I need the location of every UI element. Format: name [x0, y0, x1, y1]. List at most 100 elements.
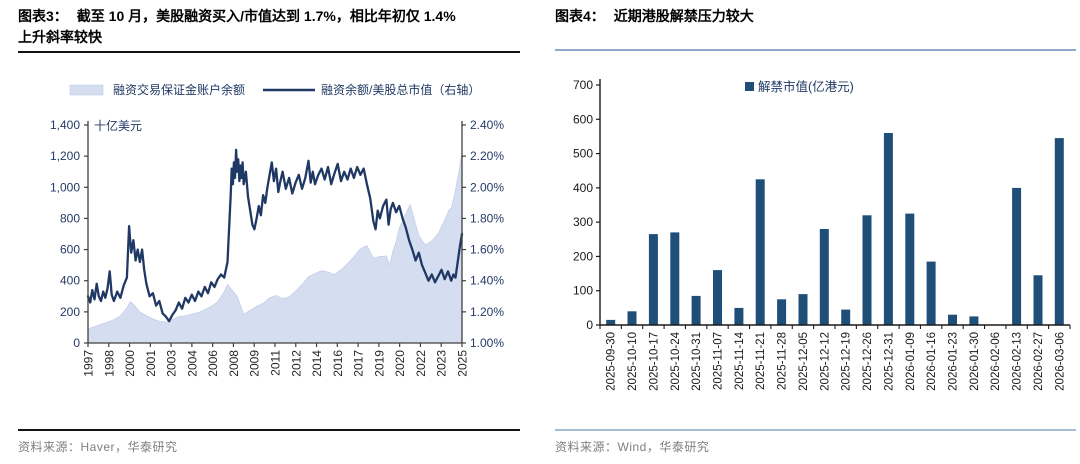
x-axis-date-label: 2025-10-10	[627, 332, 639, 391]
left-axis-tick-label: 0	[73, 336, 80, 350]
unlock-bar	[777, 299, 787, 325]
x-axis-date-label: 2025-11-14	[734, 331, 746, 390]
x-axis-year-label: 2011	[269, 350, 283, 376]
x-axis-date-label: 2025-11-07	[713, 332, 725, 390]
unlock-bar	[627, 311, 637, 325]
y-axis-tick-label: 500	[573, 147, 593, 161]
figure3-source-text: 资料来源：Haver，华泰研究	[18, 440, 178, 454]
x-axis-year-label: 2008	[227, 350, 241, 377]
unlock-bar	[713, 270, 722, 325]
x-axis-date-label: 2026-01-16	[926, 332, 938, 391]
unlock-bar	[606, 319, 616, 325]
figure3-title-line1: 截至 10 月，美股融资买入/市值达到 1.7%，相比年初仅 1.4%	[76, 8, 456, 24]
left-axis-tick-label: 1,400	[50, 118, 80, 132]
x-axis-year-label: 1998	[102, 350, 116, 377]
unlock-bar	[883, 133, 893, 325]
right-axis-tick-label: 1.00%	[470, 336, 504, 350]
left-axis-tick-label: 1,000	[50, 180, 80, 194]
right-axis-tick-label: 1.20%	[470, 305, 504, 319]
unlock-bar	[798, 294, 808, 325]
x-axis-date-label: 2026-02-13	[1012, 332, 1024, 391]
unlock-bar	[905, 213, 915, 325]
margin-area-line-chart: 0 200 400 600 800 1,000 1,200 1,400 1.00% 1.20% 1.…	[50, 82, 504, 377]
figure3-label: 图表3：	[18, 8, 68, 24]
unlock-bar	[1033, 275, 1043, 325]
x-axis-date-label: 2025-12-05	[798, 332, 810, 391]
left-axis-tick-label: 400	[60, 274, 80, 288]
unlock-bar	[670, 232, 680, 325]
unlock-bar-chart: 0 100 200 300 400 500 600 700 2025-09-30 2025-10-…	[573, 78, 1071, 391]
unlock-bar	[1054, 138, 1064, 325]
x-axis-year-label: 2022	[414, 350, 428, 377]
left-axis-tick-label: 600	[60, 243, 80, 257]
y-axis-tick-label: 700	[573, 78, 593, 92]
left-axis-tick-label: 1,200	[50, 149, 80, 163]
figure4-panel: 图表4： 近期港股解禁压力较大 0 100 200 300 400 500 600 700 202…	[555, 0, 1076, 464]
x-axis-year-label: 2025	[456, 350, 470, 377]
x-axis-year-label: 2016	[331, 350, 345, 377]
ratio-line	[86, 148, 464, 323]
figure3-title-line2: 上升斜率较快	[18, 29, 102, 45]
y-axis-tick-label: 0	[586, 318, 593, 332]
x-axis-date-label: 2025-12-31	[883, 332, 895, 391]
right-axis-tick-label: 2.40%	[470, 118, 504, 132]
unlock-bar	[969, 316, 979, 325]
right-axis-tick-label: 2.00%	[470, 180, 504, 194]
figure4-label: 图表4：	[555, 8, 605, 24]
x-axis-date-label: 2025-12-26	[862, 332, 874, 391]
y-axis-tick-label: 200	[573, 249, 593, 263]
x-axis-date-label: 2025-10-17	[648, 332, 660, 391]
unlock-bar	[691, 295, 701, 325]
margin-balance-area	[87, 151, 463, 344]
x-axis-year-label: 2006	[206, 350, 220, 377]
left-axis-unit-label: 十亿美元	[94, 118, 142, 133]
figure3-panel: 图表3： 截至 10 月，美股融资买入/市值达到 1.7%，相比年初仅 1.4% …	[18, 0, 520, 464]
x-axis-year-label: 2000	[123, 350, 137, 377]
unlock-bar	[926, 261, 936, 325]
x-axis-year-label: 2001	[144, 350, 158, 377]
x-axis-date-label: 2025-10-31	[691, 332, 703, 391]
y-axis-tick-label: 300	[573, 215, 593, 229]
x-axis-date-label: 2025-12-19	[841, 332, 853, 391]
figure4-title-text: 近期港股解禁压力较大	[613, 8, 754, 24]
x-axis-date-label: 2025-11-28	[777, 332, 789, 390]
unlock-bar	[862, 215, 872, 325]
unlock-bar	[755, 179, 765, 325]
right-axis-tick-label: 1.80%	[470, 211, 504, 225]
unlock-bar	[819, 229, 829, 325]
x-axis-date-label: 2025-12-12	[819, 332, 831, 391]
right-axis-tick-label: 2.20%	[470, 149, 504, 163]
x-axis-date-label: 2026-01-23	[948, 332, 960, 391]
legend-area-label: 融资交易保证金账户余额	[113, 82, 245, 97]
unlock-bar	[648, 234, 658, 325]
left-axis-tick-label: 800	[60, 211, 80, 225]
x-axis-date-label: 2026-02-27	[1033, 332, 1045, 391]
x-axis-year-label: 2003	[165, 350, 179, 377]
legend-line-label: 融资余额/美股总市值（右轴）	[321, 82, 480, 97]
right-axis-tick-label: 1.40%	[470, 274, 504, 288]
legend-area-swatch	[69, 84, 104, 96]
x-axis-year-label: 2020	[393, 350, 407, 377]
unlock-bar	[948, 314, 957, 325]
x-axis-year-label: 1997	[82, 350, 96, 377]
x-axis-date-label: 2026-02-06	[990, 332, 1002, 391]
left-axis-tick-label: 200	[60, 305, 80, 319]
y-axis-tick-label: 100	[573, 284, 593, 298]
figure4-source: 资料来源：Wind，华泰研究	[555, 429, 1076, 455]
right-axis-tick-label: 1.60%	[470, 243, 504, 257]
figure3-source: 资料来源：Haver，华泰研究	[18, 429, 520, 455]
x-axis-date-label: 2026-03-06	[1054, 332, 1066, 391]
figure3-title: 图表3： 截至 10 月，美股融资买入/市值达到 1.7%，相比年初仅 1.4% …	[18, 6, 520, 53]
unlock-bar	[1012, 187, 1022, 325]
x-axis-year-label: 2004	[185, 350, 199, 377]
x-axis-year-label: 2023	[435, 350, 449, 377]
figure4-title: 图表4： 近期港股解禁压力较大	[555, 6, 1076, 51]
x-axis-date-label: 2026-01-09	[905, 332, 917, 391]
x-axis-year-label: 2009	[248, 350, 262, 377]
unlock-bar	[734, 307, 744, 325]
legend-bar-swatch	[745, 82, 754, 91]
legend-bar-label: 解禁市值(亿港元)	[758, 79, 854, 94]
y-axis-tick-label: 400	[573, 181, 593, 195]
y-axis-tick-label: 600	[573, 112, 593, 126]
